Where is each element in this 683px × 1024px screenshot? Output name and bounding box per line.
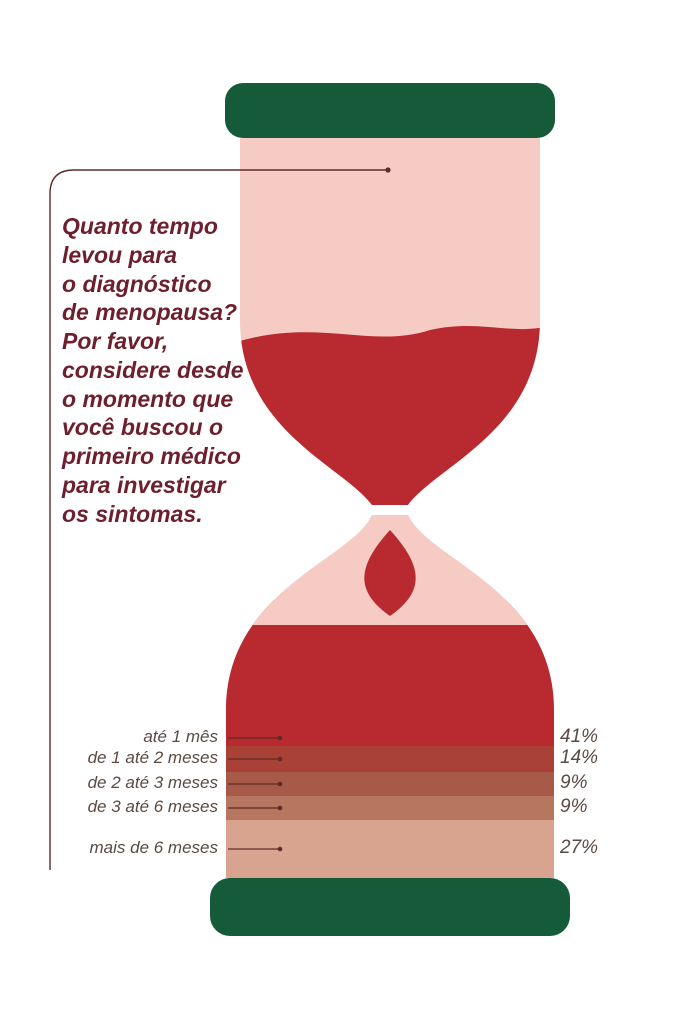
band-value-0: 41% xyxy=(560,726,598,748)
band-leader-dot-1 xyxy=(278,757,283,762)
top-cap xyxy=(225,83,555,138)
band-leader-dot-4 xyxy=(278,847,283,852)
bottom-cap xyxy=(210,878,570,936)
band-label-2: de 2 até 3 meses xyxy=(88,773,218,793)
top-fluid xyxy=(230,326,550,545)
band-label-0: até 1 mês xyxy=(143,727,218,747)
band-leader-dot-0 xyxy=(278,736,283,741)
question-text: Quanto tempolevou parao diagnósticode me… xyxy=(62,212,252,528)
band-value-1: 14% xyxy=(560,747,598,769)
band-0 xyxy=(221,660,559,746)
band-leader-dot-2 xyxy=(278,782,283,787)
band-value-2: 9% xyxy=(560,772,587,794)
band-value-4: 27% xyxy=(560,837,598,859)
band-label-1: de 1 até 2 meses xyxy=(88,748,218,768)
band-leader-dot-3 xyxy=(278,806,283,811)
band-label-3: de 3 até 6 meses xyxy=(88,797,218,817)
band-value-3: 9% xyxy=(560,796,587,818)
band-label-4: mais de 6 meses xyxy=(90,838,219,858)
